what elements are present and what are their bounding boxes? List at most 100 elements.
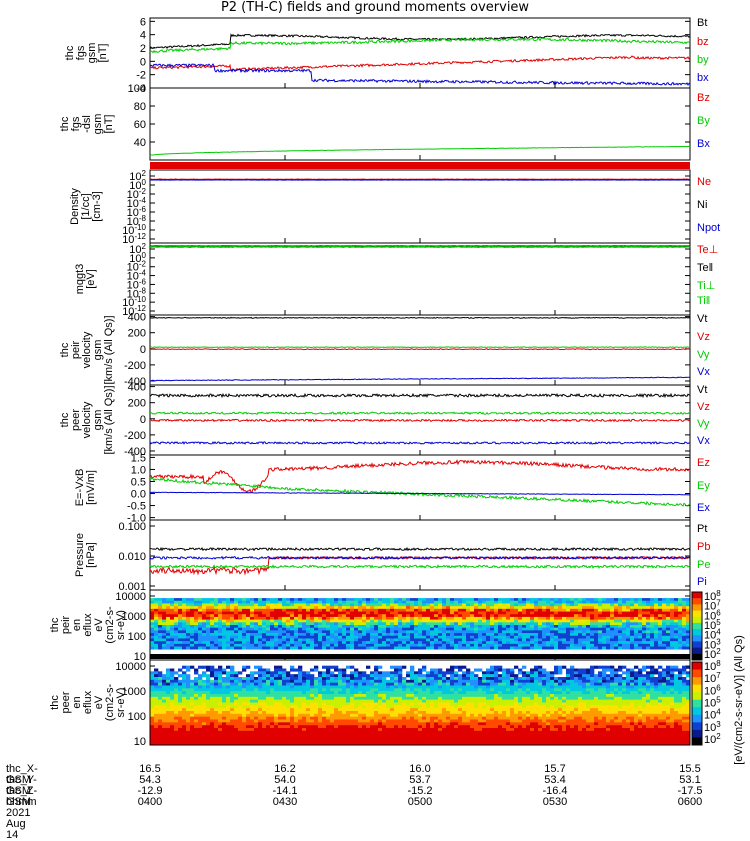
series-line-Vz — [150, 419, 690, 421]
ephemeris-value: 0400 — [120, 797, 180, 808]
y-axis-label: mqgt3[eV] — [74, 264, 97, 295]
legend-entry: Vx — [697, 435, 710, 447]
y-tick-label: 10 — [134, 736, 146, 748]
y-tick-label: 0 — [140, 56, 146, 68]
legend-entry: Ti‖ — [697, 295, 710, 307]
series-line-Vx — [150, 442, 690, 444]
saturated-band — [150, 162, 690, 169]
series-line-Ez — [150, 461, 690, 493]
y-tick-label: 10000 — [115, 591, 146, 603]
legend-entry: Ni — [697, 199, 707, 211]
y-tick-label: 0.0 — [131, 489, 146, 501]
y-tick-label: 0.010 — [118, 551, 146, 563]
legend-entry: Bt — [697, 17, 707, 29]
ephemeris-value: 0430 — [255, 797, 315, 808]
svg-text:[km/s (All Qs)]: [km/s (All Qs)] — [103, 315, 115, 384]
legend-entry: Pi — [697, 576, 707, 588]
legend-entry: Ey — [697, 480, 710, 492]
y-tick-label: -200 — [124, 360, 146, 372]
legend-entry: Vz — [697, 331, 710, 343]
legend-entry: Pe — [697, 559, 710, 571]
legend-entry: Bx — [697, 138, 710, 150]
svg-text:[eV]: [eV] — [85, 269, 97, 289]
series-line-by — [150, 38, 690, 52]
legend-entry: by — [697, 54, 709, 66]
legend-entry: Ti⊥ — [697, 280, 715, 292]
y-tick-label: 100 — [128, 83, 146, 95]
series-line-bx — [150, 64, 690, 85]
panel-frame — [150, 18, 690, 88]
y-tick-label: 6 — [140, 16, 146, 28]
y-tick-label: 0 — [140, 344, 146, 356]
legend-entry: Bz — [697, 92, 710, 104]
svg-text:[nT]: [nT] — [97, 44, 109, 63]
legend-entry: By — [697, 115, 710, 127]
legend-entry: Vx — [697, 366, 710, 378]
y-tick-label: 40 — [134, 137, 146, 149]
panel-frame — [150, 243, 690, 315]
panel-frame — [150, 520, 690, 590]
y-tick-label: 400 — [128, 382, 146, 394]
svg-text:[nT]: [nT] — [103, 115, 115, 134]
legend-entry: Vt — [697, 384, 707, 396]
ion-spectrogram-gap — [150, 654, 690, 659]
y-tick-label: -2 — [136, 70, 146, 82]
series-line-Vt — [150, 394, 690, 397]
y-tick-label: 0.5 — [131, 476, 146, 488]
y-tick-label: 1.5 — [131, 452, 146, 464]
y-tick-label: 200 — [128, 328, 146, 340]
series-line-Pe — [150, 565, 690, 568]
y-tick-label: 4 — [140, 30, 146, 42]
y-axis-label: E=-VxB[mV/m] — [74, 469, 97, 507]
y-axis-label: Pressure[nPa] — [74, 533, 97, 577]
y-tick-label: 100 — [128, 631, 146, 643]
y-tick-label: 60 — [134, 119, 146, 131]
series-line-Pt — [150, 548, 690, 550]
legend-entry: Ez — [697, 457, 710, 469]
legend-entry: Vy — [697, 418, 710, 430]
y-tick-label: 80 — [134, 101, 146, 113]
colorbar-tick-label: 102 — [704, 732, 721, 746]
svg-text:[mV/m]: [mV/m] — [85, 470, 97, 505]
legend-entry: Vt — [697, 313, 707, 325]
svg-text:sr-eV): sr-eV) — [115, 610, 127, 640]
legend-entry: Vy — [697, 349, 710, 361]
panel-frame — [150, 455, 690, 520]
y-tick-label: -200 — [124, 430, 146, 442]
y-tick-label: 100 — [128, 711, 146, 723]
y-tick-label: 400 — [128, 312, 146, 324]
legend-entry: Te‖ — [697, 262, 713, 274]
y-axis-label: Density[1/cc][cm-3] — [69, 188, 103, 225]
ephemeris-row-label: hhmm — [6, 797, 37, 808]
series-line-Vy — [150, 347, 690, 348]
ephemeris-value: 0500 — [390, 797, 450, 808]
legend-entry: Npot — [697, 222, 720, 234]
legend-entry: Pt — [697, 523, 707, 535]
electron-spectrogram — [150, 666, 690, 746]
series-line-Vz — [150, 349, 690, 350]
y-tick-label: 200 — [128, 398, 146, 410]
svg-text:[km/s (All Qs)]: [km/s (All Qs)] — [103, 385, 115, 454]
series-line-By — [150, 146, 690, 155]
legend-entry: bz — [697, 36, 709, 48]
colorbar-caption: [eV/(cm2-s-sr-eV)] (All Qs) — [733, 635, 745, 765]
legend-entry: Ne — [697, 176, 711, 188]
svg-text:[nPa]: [nPa] — [85, 542, 97, 568]
series-line-bz — [150, 56, 690, 70]
legend-entry: Ex — [697, 502, 710, 514]
y-tick-label: 0.100 — [118, 521, 146, 533]
y-tick-label: 10000 — [115, 661, 146, 673]
y-tick-label: 2 — [140, 43, 146, 55]
y-tick-label: 1.0 — [131, 464, 146, 476]
ion-spectrogram — [150, 598, 690, 649]
svg-text:sr-eV): sr-eV) — [115, 688, 127, 718]
legend-entry: bx — [697, 72, 709, 84]
panel-frame — [150, 170, 690, 243]
